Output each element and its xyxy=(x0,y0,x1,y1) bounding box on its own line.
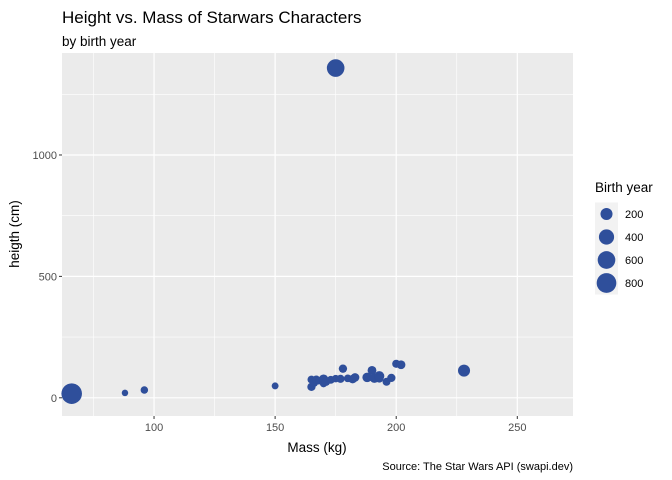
data-point xyxy=(396,360,406,370)
data-point xyxy=(387,373,396,383)
y-axis-title: heigth (cm) xyxy=(7,200,22,268)
data-point xyxy=(338,364,348,373)
legend-label: 600 xyxy=(625,255,643,267)
legend-label: 400 xyxy=(625,232,643,244)
chart-caption: Source: The Star Wars API (swapi.dev) xyxy=(382,461,573,473)
x-tick-label: 100 xyxy=(145,422,163,434)
legend-key-point xyxy=(600,207,613,221)
data-point xyxy=(350,373,360,382)
x-axis: 100 150 200 250 xyxy=(145,416,526,434)
y-tick-label: 500 xyxy=(39,271,57,283)
legend-key-point xyxy=(596,273,617,293)
legend-key-point xyxy=(597,251,616,269)
data-point xyxy=(121,389,129,397)
legend-label: 800 xyxy=(625,278,643,290)
data-point xyxy=(140,386,149,394)
data-point xyxy=(61,383,82,404)
data-point xyxy=(367,365,377,375)
plot-panel-background xyxy=(62,53,573,416)
minor-gridlines xyxy=(62,53,573,416)
data-point xyxy=(362,372,372,383)
x-tick-label: 150 xyxy=(266,422,284,434)
y-axis: 0 500 1000 xyxy=(33,150,62,405)
x-tick-label: 200 xyxy=(387,422,405,434)
legend-key-point xyxy=(598,229,615,245)
x-axis-title: Mass (kg) xyxy=(287,440,346,455)
major-gridlines xyxy=(62,53,573,416)
data-points xyxy=(61,59,471,404)
legend-label: 200 xyxy=(625,209,643,221)
data-point xyxy=(271,382,279,390)
legend: Birth year 200 400 600 800 xyxy=(595,180,653,295)
chart-subtitle: by birth year xyxy=(62,34,137,49)
legend-title: Birth year xyxy=(595,180,653,195)
data-point xyxy=(374,374,384,383)
y-tick-label: 0 xyxy=(51,393,57,405)
data-point xyxy=(458,364,471,377)
data-point xyxy=(326,59,345,77)
data-point xyxy=(336,374,345,383)
y-tick-label: 1000 xyxy=(33,150,57,162)
x-tick-label: 250 xyxy=(508,422,526,434)
legend-keys: 200 400 600 800 xyxy=(595,202,643,295)
chart-title: Height vs. Mass of Starwars Characters xyxy=(62,8,361,27)
plot-panel xyxy=(61,53,573,416)
